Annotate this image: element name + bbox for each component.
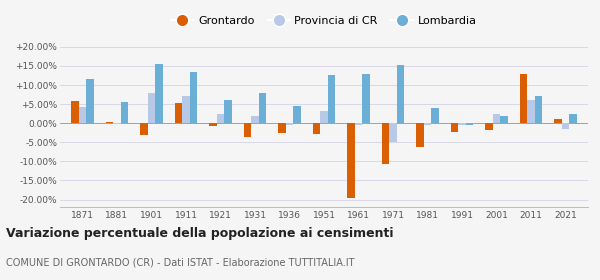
Bar <box>458 123 466 125</box>
Bar <box>355 123 362 125</box>
Bar <box>520 74 527 123</box>
Bar <box>382 123 389 164</box>
Bar <box>244 123 251 137</box>
Bar <box>562 123 569 129</box>
Bar <box>347 123 355 198</box>
Bar <box>175 103 182 123</box>
Bar <box>190 73 197 123</box>
Bar <box>466 123 473 125</box>
Bar <box>424 123 431 125</box>
Legend: Grontardo, Provincia di CR, Lombardia: Grontardo, Provincia di CR, Lombardia <box>167 11 481 30</box>
Bar <box>71 101 79 123</box>
Bar <box>224 100 232 123</box>
Bar <box>431 108 439 123</box>
Bar <box>86 79 94 123</box>
Bar <box>217 114 224 123</box>
Bar <box>362 74 370 123</box>
Bar <box>397 65 404 123</box>
Bar <box>278 123 286 133</box>
Text: COMUNE DI GRONTARDO (CR) - Dati ISTAT - Elaborazione TUTTITALIA.IT: COMUNE DI GRONTARDO (CR) - Dati ISTAT - … <box>6 258 355 268</box>
Bar <box>293 106 301 123</box>
Text: Variazione percentuale della popolazione ai censimenti: Variazione percentuale della popolazione… <box>6 227 394 240</box>
Bar <box>148 93 155 123</box>
Bar <box>493 114 500 123</box>
Bar <box>569 114 577 123</box>
Bar <box>209 123 217 126</box>
Bar <box>554 119 562 123</box>
Bar <box>155 64 163 123</box>
Bar <box>416 123 424 147</box>
Bar <box>79 107 86 123</box>
Bar <box>320 111 328 123</box>
Bar <box>113 123 121 124</box>
Bar <box>527 99 535 123</box>
Bar <box>140 123 148 135</box>
Bar <box>313 123 320 134</box>
Bar <box>500 116 508 123</box>
Bar <box>451 123 458 132</box>
Bar <box>121 102 128 123</box>
Bar <box>251 116 259 123</box>
Bar <box>286 123 293 125</box>
Bar <box>535 96 542 123</box>
Bar <box>182 96 190 123</box>
Bar <box>106 122 113 123</box>
Bar <box>328 76 335 123</box>
Bar <box>389 123 397 141</box>
Bar <box>259 94 266 123</box>
Bar <box>485 123 493 130</box>
